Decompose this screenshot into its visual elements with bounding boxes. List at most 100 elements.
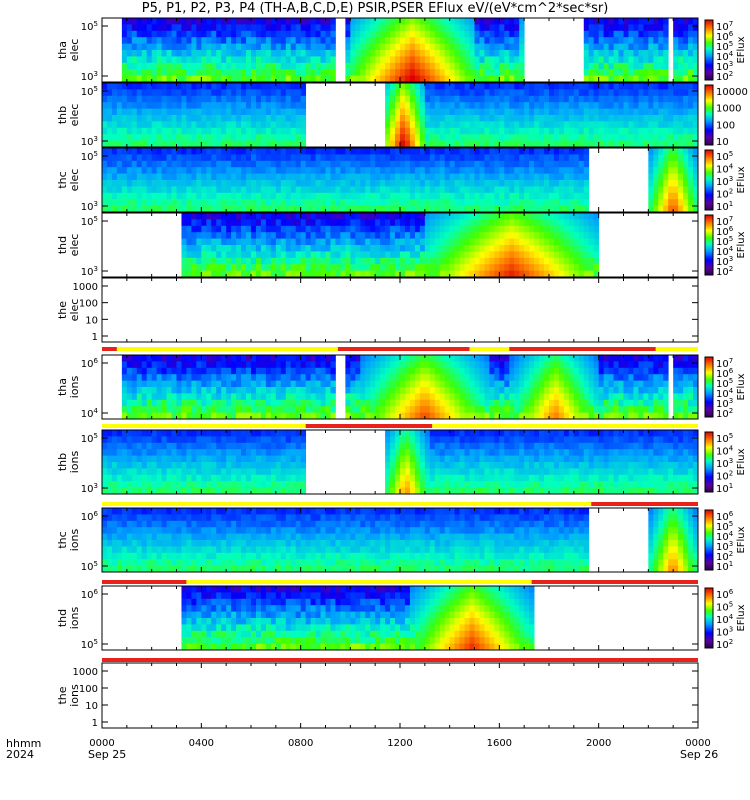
- spectrogram-cell: [494, 95, 500, 103]
- spectrogram-cell: [320, 69, 326, 76]
- spectrogram-cell: [116, 148, 123, 155]
- spectrogram-cell: [310, 173, 316, 181]
- spectrogram-cell: [390, 30, 396, 38]
- spectrogram-cell: [201, 127, 207, 135]
- spectrogram-cell: [216, 380, 222, 388]
- spectrogram-cell: [206, 140, 212, 148]
- spectrogram-cell: [265, 127, 272, 135]
- spectrogram-cell: [444, 18, 451, 25]
- spectrogram-cell: [325, 406, 331, 413]
- spectrogram-cell: [563, 121, 570, 129]
- spectrogram-cell: [196, 89, 202, 97]
- spectrogram-cell: [385, 69, 391, 76]
- spectrogram-cell: [246, 412, 252, 420]
- spectrogram-cell: [479, 148, 485, 155]
- spectrogram-cell: [395, 361, 401, 369]
- spectrogram-cell: [385, 361, 391, 369]
- spectrogram-cell: [499, 75, 505, 83]
- spectrogram-cell: [504, 102, 510, 109]
- spectrogram-cell: [593, 43, 600, 51]
- spectrogram-cell: [603, 115, 609, 122]
- spectrogram-cell: [221, 367, 227, 375]
- spectrogram-cell: [310, 160, 316, 168]
- spectrogram-cell: [226, 154, 232, 162]
- spectrogram-cell: [116, 199, 123, 206]
- spectrogram-cell: [315, 232, 321, 239]
- spectrogram-cell: [454, 102, 460, 109]
- spectrogram-cell: [251, 251, 257, 259]
- spectrogram-cell: [305, 399, 311, 407]
- spectrogram-cell: [241, 219, 247, 227]
- spectrogram-cell: [310, 225, 316, 233]
- spectrogram-cell: [270, 30, 277, 38]
- spectrogram-cell: [350, 361, 356, 369]
- spectrogram-cell: [340, 257, 346, 265]
- spectrogram-cell: [504, 140, 510, 148]
- spectrogram-cell: [484, 50, 490, 57]
- spectrogram-cell: [300, 245, 307, 252]
- spectrogram-cell: [325, 205, 331, 213]
- spectrogram-cell: [350, 69, 356, 76]
- spectrogram-cell: [524, 192, 530, 200]
- spectrogram-cell: [409, 115, 416, 122]
- spectrogram-cell: [524, 199, 530, 206]
- spectrogram-cell: [519, 75, 525, 83]
- spectrogram-cell: [221, 75, 227, 83]
- page-title: P5, P1, P2, P3, P4 (TH-A,B,C,D,E) PSIR,P…: [141, 1, 609, 16]
- spectrogram-cell: [300, 192, 307, 200]
- spectrogram-cell: [593, 115, 600, 122]
- spectrogram-cell: [419, 69, 426, 76]
- spectrogram-cell: [529, 95, 535, 103]
- spectrogram-cell: [424, 140, 431, 148]
- spectrogram-cell: [156, 69, 162, 76]
- spectrogram-cell: [231, 154, 237, 162]
- spectrogram-cell: [176, 154, 182, 162]
- spectrogram-cell: [643, 83, 649, 90]
- spectrogram-cell: [519, 95, 525, 103]
- spectrogram-cell: [439, 50, 446, 57]
- spectrogram-cell: [623, 108, 629, 116]
- spectrogram-cell: [469, 399, 475, 407]
- spectrogram-cell: [365, 355, 371, 362]
- spectrogram-cell: [375, 167, 381, 174]
- spectrogram-cell: [439, 134, 446, 141]
- spectrogram-cell: [251, 83, 257, 90]
- spectrogram-cell: [489, 83, 495, 90]
- spectrogram-cell: [583, 50, 590, 57]
- spectrogram-cell: [434, 232, 441, 239]
- spectrogram-cell: [409, 75, 416, 83]
- spectrogram-cell: [151, 380, 158, 388]
- spectrogram-cell: [429, 37, 436, 44]
- spectrogram-cell: [176, 374, 182, 381]
- spectrogram-cell: [191, 205, 197, 213]
- spectrogram-cell: [558, 186, 565, 194]
- spectrogram-cell: [206, 270, 212, 278]
- spectrogram-cell: [429, 186, 436, 194]
- spectrogram-cell: [519, 115, 525, 122]
- spectrogram-cell: [400, 43, 406, 51]
- spectrogram-cell: [673, 199, 679, 206]
- spectrogram-cell: [255, 121, 262, 129]
- spectrogram-cell: [514, 173, 520, 181]
- spectrogram-cell: [499, 232, 505, 239]
- spectrogram-cell: [365, 380, 371, 388]
- spectrogram-cell: [241, 361, 247, 369]
- spectrogram-cell: [260, 134, 267, 141]
- spectrogram-cell: [196, 115, 202, 122]
- spectrogram-cell: [469, 374, 475, 381]
- spectrogram-cell: [181, 374, 187, 381]
- spectrogram-cell: [280, 43, 287, 51]
- spectrogram-cell: [424, 380, 431, 388]
- spectrogram-cell: [479, 108, 485, 116]
- spectrogram-cell: [360, 393, 366, 401]
- spectrogram-cell: [295, 406, 302, 413]
- spectrogram-cell: [683, 50, 689, 57]
- spectrogram-cell: [648, 95, 654, 103]
- spectrogram-cell: [221, 245, 227, 252]
- spectrogram-cell: [315, 355, 321, 362]
- spectrogram-cell: [246, 30, 252, 38]
- spectrogram-cell: [246, 355, 252, 362]
- spectrogram-cell: [176, 192, 182, 200]
- spectrogram-cell: [449, 361, 456, 369]
- spectrogram-cell: [429, 140, 436, 148]
